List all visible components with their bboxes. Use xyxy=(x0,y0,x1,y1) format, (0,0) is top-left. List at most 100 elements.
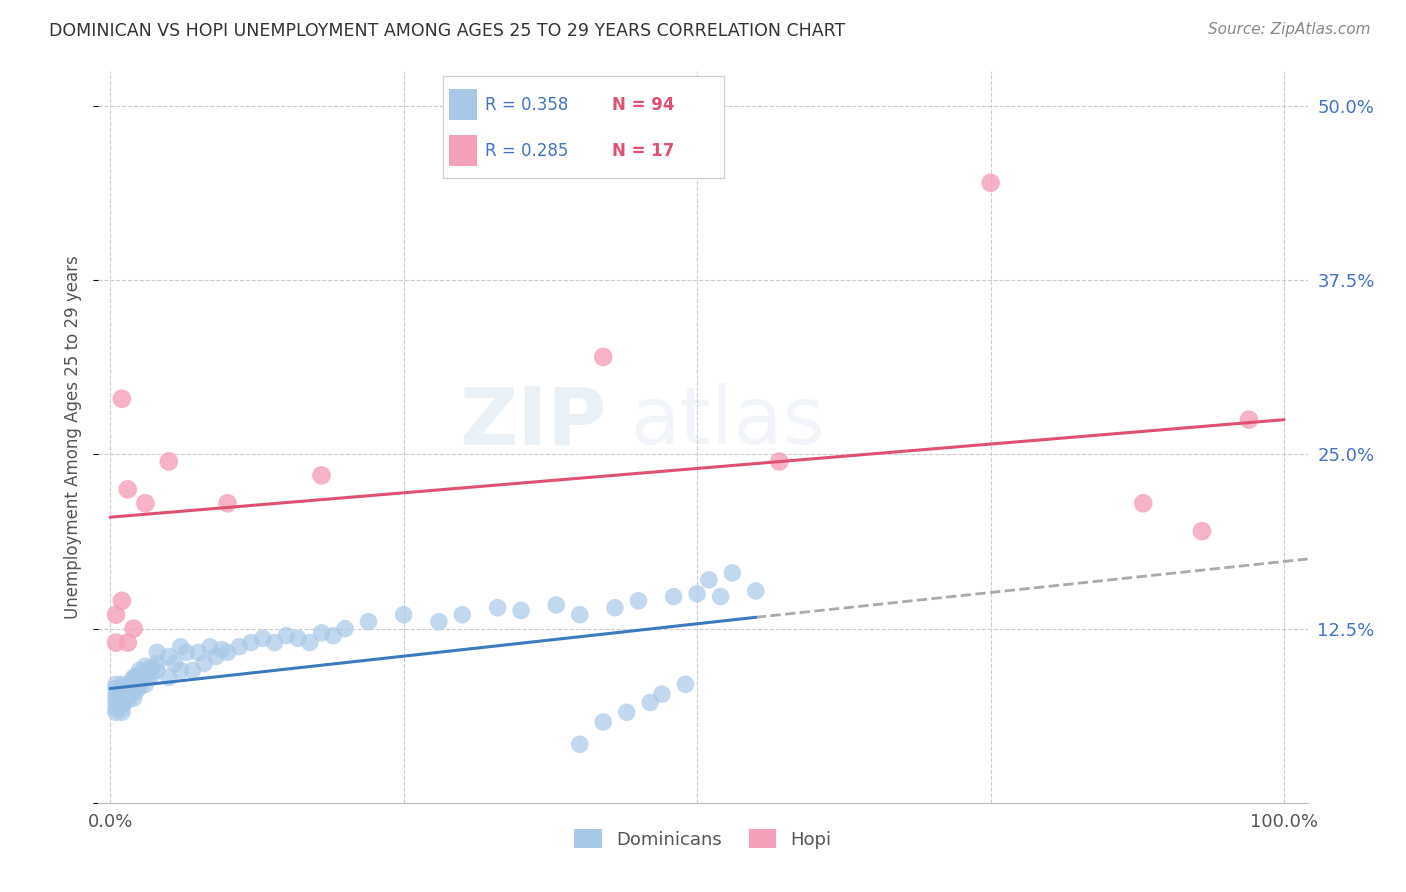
Point xyxy=(204,649,226,664)
Point xyxy=(603,600,626,615)
Point xyxy=(217,496,239,510)
Point xyxy=(322,629,344,643)
Point xyxy=(181,664,204,678)
Point xyxy=(357,615,380,629)
Point xyxy=(111,594,134,608)
Point xyxy=(1191,524,1213,538)
Text: DOMINICAN VS HOPI UNEMPLOYMENT AMONG AGES 25 TO 29 YEARS CORRELATION CHART: DOMINICAN VS HOPI UNEMPLOYMENT AMONG AGE… xyxy=(49,22,845,40)
Point xyxy=(217,645,239,659)
Point xyxy=(134,659,156,673)
Point xyxy=(114,680,136,694)
Point xyxy=(333,622,356,636)
Point xyxy=(568,737,591,751)
Point xyxy=(117,692,139,706)
Text: atlas: atlas xyxy=(630,384,825,461)
Point xyxy=(592,714,614,729)
Point xyxy=(169,640,191,654)
Point xyxy=(240,635,263,649)
Point xyxy=(111,701,134,715)
Point xyxy=(111,677,134,691)
Point xyxy=(108,691,131,706)
Point xyxy=(121,673,143,688)
Point xyxy=(662,590,685,604)
Text: R = 0.285: R = 0.285 xyxy=(485,142,568,160)
Point xyxy=(122,622,145,636)
Point xyxy=(627,594,650,608)
Point xyxy=(311,468,333,483)
Text: ZIP: ZIP xyxy=(458,384,606,461)
Point xyxy=(111,392,134,406)
Text: N = 17: N = 17 xyxy=(612,142,673,160)
Point xyxy=(111,705,134,719)
Point xyxy=(136,670,159,684)
Point xyxy=(120,677,142,691)
Point xyxy=(105,607,128,622)
Point xyxy=(128,664,150,678)
Point xyxy=(105,687,128,701)
Point xyxy=(112,690,135,704)
Point xyxy=(132,666,155,681)
Point xyxy=(105,677,128,691)
Point xyxy=(128,672,150,686)
Point xyxy=(252,632,274,646)
Point xyxy=(108,698,131,713)
Point xyxy=(105,681,128,696)
Point xyxy=(651,687,673,701)
Point xyxy=(117,679,139,693)
Point xyxy=(176,645,198,659)
Point xyxy=(111,690,134,704)
Point xyxy=(211,642,233,657)
Point xyxy=(710,590,733,604)
Point xyxy=(263,635,285,649)
Point xyxy=(141,669,163,683)
Point xyxy=(673,677,696,691)
Point xyxy=(510,603,533,617)
Legend: Dominicans, Hopi: Dominicans, Hopi xyxy=(567,822,839,856)
Text: Source: ZipAtlas.com: Source: ZipAtlas.com xyxy=(1208,22,1371,37)
Point xyxy=(108,684,131,698)
Point xyxy=(112,684,135,698)
Point xyxy=(287,632,309,646)
Point xyxy=(127,669,149,683)
Point xyxy=(169,664,191,678)
Point xyxy=(228,640,250,654)
Point xyxy=(125,676,148,690)
Point xyxy=(638,696,661,710)
Point xyxy=(486,600,509,615)
Point xyxy=(105,705,128,719)
Point xyxy=(1132,496,1154,510)
Point xyxy=(427,615,450,629)
Point xyxy=(157,649,180,664)
Point xyxy=(768,454,790,468)
Point xyxy=(311,625,333,640)
Point xyxy=(276,629,298,643)
Point xyxy=(138,664,160,678)
Point xyxy=(115,687,138,701)
Point xyxy=(392,607,415,622)
Point xyxy=(117,635,139,649)
Point xyxy=(157,454,180,468)
Point xyxy=(146,664,169,678)
Point xyxy=(134,667,156,681)
Point xyxy=(111,696,134,710)
Point xyxy=(686,587,709,601)
Point xyxy=(105,691,128,706)
Point xyxy=(980,176,1002,190)
Point xyxy=(105,635,128,649)
Point xyxy=(451,607,474,622)
Point xyxy=(118,689,141,703)
Point xyxy=(122,681,145,696)
Bar xyxy=(449,89,477,120)
Point xyxy=(117,483,139,497)
Y-axis label: Unemployment Among Ages 25 to 29 years: Unemployment Among Ages 25 to 29 years xyxy=(65,255,83,619)
Point xyxy=(120,682,142,697)
Point xyxy=(1237,412,1260,426)
Point xyxy=(128,680,150,694)
Point xyxy=(568,607,591,622)
Point xyxy=(122,670,145,684)
Point xyxy=(745,584,768,599)
Point xyxy=(298,635,321,649)
Point xyxy=(721,566,744,580)
Point xyxy=(125,684,148,698)
Text: N = 94: N = 94 xyxy=(612,95,673,113)
